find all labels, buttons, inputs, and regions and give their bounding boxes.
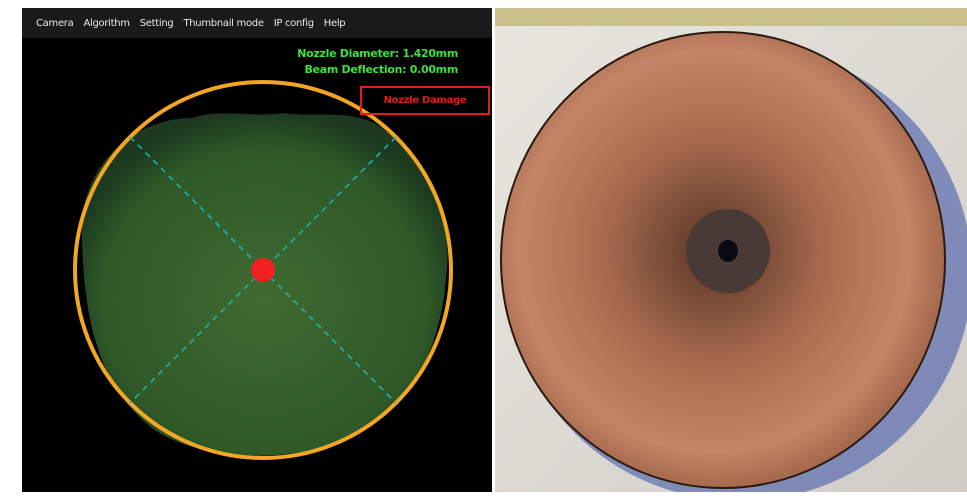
camera-view bbox=[73, 80, 453, 460]
menu-item[interactable]: Algorithm bbox=[83, 17, 130, 29]
menu-item[interactable]: Camera bbox=[36, 17, 74, 29]
reference-circle bbox=[73, 80, 453, 460]
menu-bar: Camera Algorithm Setting Thumbnail mode … bbox=[22, 8, 492, 38]
nozzle-photo bbox=[495, 8, 967, 496]
nozzle-hole bbox=[718, 240, 738, 262]
measurements: Nozzle Diameter: 1.420mm Beam Deflection… bbox=[297, 46, 458, 78]
center-dot bbox=[251, 258, 275, 282]
nozzle-diameter: Nozzle Diameter: 1.420mm bbox=[297, 47, 458, 60]
status-label: Nozzle Damage bbox=[360, 86, 490, 115]
menu-item[interactable]: IP config bbox=[273, 17, 314, 29]
camera-panel: Camera Algorithm Setting Thumbnail mode … bbox=[22, 8, 492, 492]
menu-item[interactable]: Setting bbox=[139, 17, 174, 29]
menu-item[interactable]: Help bbox=[323, 17, 346, 29]
menu-item[interactable]: Thumbnail mode bbox=[183, 17, 264, 29]
photo bbox=[495, 8, 967, 496]
table-edge bbox=[495, 8, 967, 26]
nozzle-spot bbox=[81, 113, 448, 456]
beam-deflection: Beam Deflection: 0.00mm bbox=[304, 63, 459, 76]
